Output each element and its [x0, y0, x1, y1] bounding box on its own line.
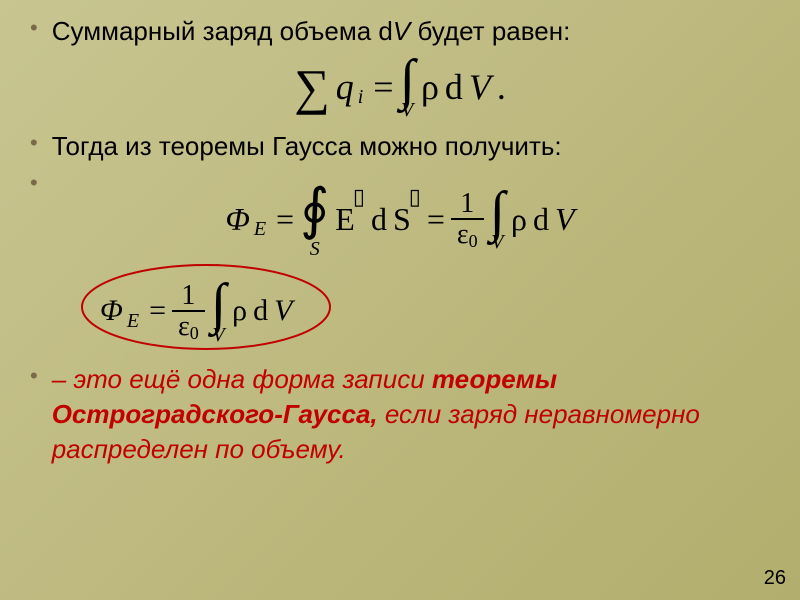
- f1-int-lim: V: [401, 101, 413, 119]
- f3-epsz: 0: [190, 323, 199, 343]
- formula-1-block: ∑ qi = ∫ V ρdV.: [30, 55, 770, 119]
- bullet-1: • Суммарный заряд объема dV будет равен:: [30, 14, 770, 49]
- f2-Sbox: ▯: [409, 184, 421, 210]
- b1-var: V: [393, 16, 410, 46]
- f2-Phisub: E: [254, 218, 266, 241]
- f3-Phisub: E: [127, 310, 139, 333]
- f2-oint-sym: ∮: [300, 177, 329, 242]
- bullet-glyph: •: [30, 14, 38, 43]
- f2-d2: d: [533, 201, 549, 238]
- f1-q: q: [336, 66, 354, 108]
- f2-V: V: [555, 201, 575, 238]
- b3-t1: это ещё одна форма записи: [73, 364, 432, 394]
- f2-d1: d: [371, 201, 387, 238]
- f1-eq: =: [373, 66, 393, 108]
- f1-qsub: i: [358, 86, 364, 109]
- f2-eps: ε: [457, 219, 469, 250]
- f1-int-sym: ∫: [400, 55, 415, 105]
- f2-oint: ∮ S: [300, 177, 329, 261]
- f2-int: ∫ V: [490, 187, 505, 251]
- f2-epsz: 0: [469, 231, 478, 251]
- formula-2-block: ΦE = ∮ S E▯dS▯ = 1 ε0 ∫ V ρdV: [30, 177, 770, 261]
- highlight-ellipse: [76, 261, 336, 353]
- bullet-glyph: •: [30, 362, 38, 391]
- bullet-3-text: – это ещё одна форма записи теоремы Остр…: [52, 362, 770, 467]
- formula-1: ∑ qi = ∫ V ρdV.: [294, 55, 506, 119]
- f2-eq2: =: [427, 201, 445, 238]
- f1-d: d: [445, 66, 463, 108]
- f2-den: ε0: [451, 218, 484, 249]
- formula-3-block: ΦE = 1 ε0 ∫ V ρdV: [100, 279, 292, 343]
- bullet-glyph: •: [30, 169, 38, 198]
- f2-rho: ρ: [511, 201, 527, 238]
- f2-eq1: =: [276, 201, 294, 238]
- f1-period: .: [497, 66, 506, 108]
- f2-int-lim: V: [491, 233, 503, 251]
- bullet-2-text: Тогда из теоремы Гаусса можно получить:: [52, 129, 562, 164]
- page-number: 26: [764, 567, 786, 590]
- b1-before: Суммарный заряд объема d: [52, 16, 393, 46]
- f2-oint-lim: S: [310, 238, 320, 261]
- f1-rho: ρ: [421, 66, 439, 108]
- f2-frac: 1 ε0: [451, 189, 484, 250]
- formula-2: ΦE = ∮ S E▯dS▯ = 1 ε0 ∫ V ρdV: [225, 177, 574, 261]
- f1-sum: ∑: [294, 58, 330, 116]
- b1-after: будет равен:: [410, 16, 570, 46]
- f1-V: V: [469, 66, 491, 108]
- bullet-glyph: •: [30, 129, 38, 158]
- f1-int: ∫ V: [400, 55, 415, 119]
- f2-num: 1: [460, 189, 474, 218]
- f2-Ebox: ▯: [353, 184, 365, 210]
- f2-int-sym: ∫: [490, 187, 505, 237]
- f2-Phi: Φ: [225, 201, 249, 238]
- bullet-1-text: Суммарный заряд объема dV будет равен:: [52, 14, 571, 49]
- b3-dash: –: [52, 364, 74, 394]
- bullet-3: • – это ещё одна форма записи теоремы Ос…: [30, 362, 770, 467]
- bullet-2: • Тогда из теоремы Гаусса можно получить…: [30, 129, 770, 164]
